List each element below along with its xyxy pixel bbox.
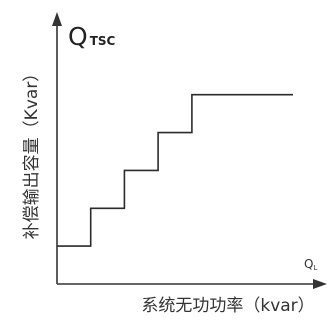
y-axis-arrow	[52, 12, 62, 26]
x-axis-symbol: QL	[304, 257, 317, 272]
step-series-line	[57, 93, 293, 247]
x-axis-arrow	[313, 279, 327, 289]
y-axis-label: 补偿输出容量（Kvar）	[22, 65, 42, 240]
y-axis-symbol: Q TSC	[68, 22, 116, 51]
x-axis-label: 系统无功功率（kvar）	[141, 296, 314, 316]
